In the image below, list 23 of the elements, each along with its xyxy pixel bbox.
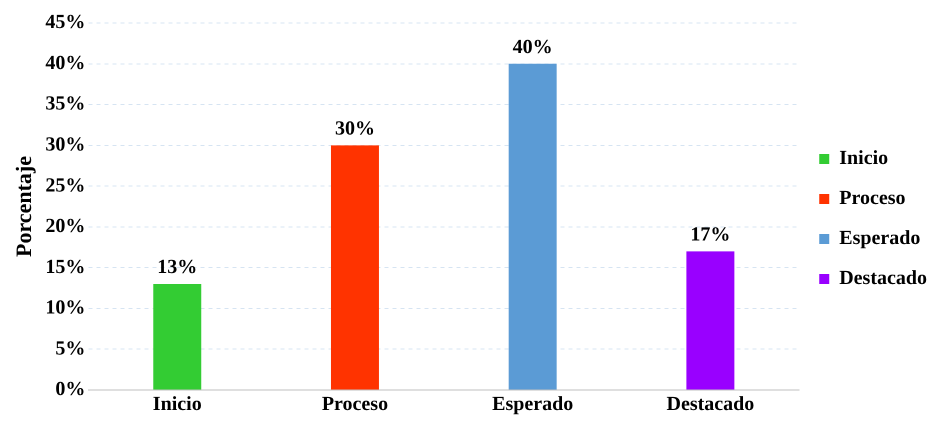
y-tick-label: 35%: [45, 92, 86, 115]
y-tick-label: 10%: [45, 296, 86, 319]
y-tick-label: 30%: [45, 134, 86, 156]
data-label: 30%: [334, 118, 375, 140]
legend-label: Destacado: [839, 267, 927, 290]
y-tick-label: 15%: [45, 256, 86, 278]
y-tick-label: 5%: [55, 337, 86, 360]
y-tick-label: 40%: [45, 52, 86, 74]
legend-label: Proceso: [839, 187, 906, 210]
y-tick-label: 0%: [55, 378, 86, 400]
legend-label: Esperado: [839, 227, 920, 250]
x-tick-label: Destacado: [666, 393, 754, 416]
data-label: 13%: [157, 256, 198, 278]
y-tick-label: 45%: [45, 11, 86, 34]
y-axis-title: Porcentaje: [10, 156, 36, 257]
y-tick-label: 20%: [45, 215, 86, 238]
x-tick-label: Proceso: [322, 393, 388, 416]
x-tick-label: Esperado: [492, 393, 574, 416]
data-label: 17%: [690, 224, 730, 246]
x-tick-label: Inicio: [152, 393, 202, 416]
data-label: 40%: [512, 36, 553, 58]
legend-label: Inicio: [839, 147, 888, 170]
y-tick-label: 25%: [45, 174, 86, 196]
